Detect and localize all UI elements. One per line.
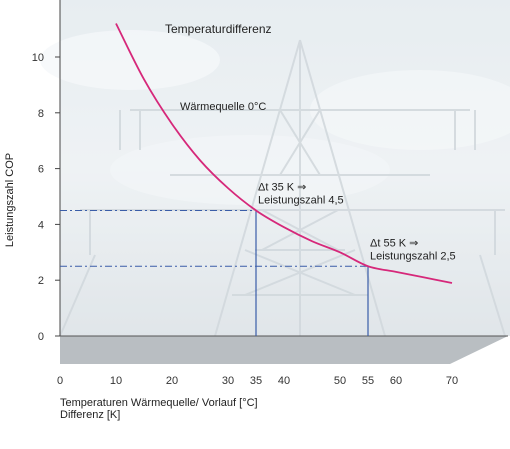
guide-lines — [60, 209, 369, 336]
y-tick-label: 4 — [38, 219, 44, 231]
power-tower-illustration — [59, 39, 506, 337]
cop-curve-line — [115, 23, 453, 284]
x-tick-label: 60 — [390, 375, 402, 387]
x-tick-label: 40 — [278, 375, 290, 387]
annotation-delta: Δt 55 K ⇒ — [370, 237, 418, 249]
x-tick-label: 70 — [446, 375, 458, 387]
annotation-delta: Δt 35 K ⇒ — [258, 181, 306, 193]
x-tick-label: 20 — [166, 375, 178, 387]
annotations: Δt 35 K ⇒Leistungszahl 4,5 Δt 55 K ⇒Leist… — [258, 181, 456, 262]
x-ticks: 0 10 20 30 35 40 50 55 60 70 — [57, 375, 458, 387]
x-tick-label: 55 — [362, 375, 374, 387]
y-tick-label: 2 — [38, 275, 44, 287]
series-label: Wärmequelle 0°C — [180, 101, 266, 113]
chart-title: Temperaturdifferenz — [165, 22, 272, 36]
x-tick-label: 10 — [110, 375, 122, 387]
x-tick-label: 50 — [334, 375, 346, 387]
y-axis-label: Leistungszahl COP — [4, 153, 16, 247]
x-axis-label: Temperaturen Wärmequelle/ Vorlauf [°C] — [60, 397, 258, 409]
series-group — [115, 23, 453, 284]
x-axis-sublabel: Differenz [K] — [60, 409, 120, 421]
y-tick-label: 8 — [38, 108, 44, 120]
y-tick-label: 6 — [38, 164, 44, 176]
y-tick-label: 10 — [32, 52, 44, 64]
x-tick-label: 30 — [222, 375, 234, 387]
y-ticks: 0 2 4 6 8 10 — [32, 52, 60, 343]
x-tick-label: 35 — [250, 375, 262, 387]
background-photo — [40, 0, 510, 337]
x-tick-label: 0 — [57, 375, 63, 387]
floor-band — [60, 336, 508, 364]
y-tick-label: 0 — [38, 331, 44, 343]
annotation-cop-value: Leistungszahl 4,5 — [258, 194, 344, 206]
annotation-cop-value: Leistungszahl 2,5 — [370, 250, 456, 262]
